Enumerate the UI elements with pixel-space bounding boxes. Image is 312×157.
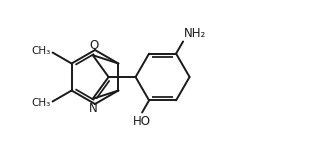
Text: NH₂: NH₂ bbox=[184, 27, 206, 41]
Text: CH₃: CH₃ bbox=[31, 46, 51, 57]
Text: CH₃: CH₃ bbox=[31, 97, 51, 108]
Text: N: N bbox=[89, 102, 98, 115]
Text: O: O bbox=[89, 39, 98, 52]
Text: HO: HO bbox=[133, 114, 151, 127]
